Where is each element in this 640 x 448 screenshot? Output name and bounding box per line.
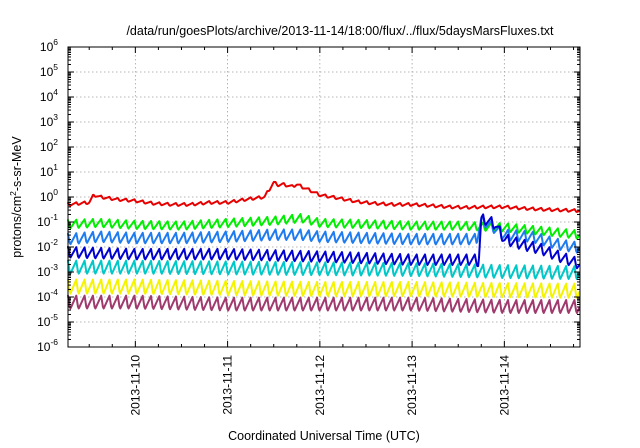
y-tick-label: 102 [40, 137, 58, 154]
y-tick-base: 10 [40, 115, 54, 129]
y-tick-base: 10 [37, 265, 51, 279]
y-tick-label: 10-6 [37, 337, 58, 354]
y-tick-label: 10-4 [37, 287, 58, 304]
y-tick-label: 105 [40, 62, 58, 79]
chart-title: /data/run/goesPlots/archive/2013-11-14/1… [126, 24, 554, 38]
series-line-2 [67, 213, 581, 240]
y-tick-exponent: 3 [53, 112, 58, 122]
x-axis-ticks: 2013-11-10 2013-11-11 2013-11-12 2013-11-13… [88, 47, 575, 416]
y-axis-label: protons/cm2-s-sr-MeV [8, 136, 24, 258]
y-tick-base: 10 [37, 290, 51, 304]
y-tick-base: 10 [37, 240, 51, 254]
y-tick-label: 104 [40, 87, 58, 104]
y-tick-label: 100 [40, 187, 58, 204]
y-tick-label: 10-5 [37, 312, 58, 329]
x-tick-label: 2013-11-11 [221, 355, 235, 415]
y-tick-exponent: -3 [50, 262, 58, 272]
series-group [67, 180, 581, 314]
series-line-1 [67, 180, 581, 214]
y-tick-exponent: -4 [50, 287, 58, 297]
y-tick-base: 10 [40, 140, 54, 154]
series-line-5 [67, 259, 581, 281]
y-tick-exponent: -6 [50, 337, 58, 347]
y-axis-ticks: 10-610-510-410-310-210-11001011021031041… [37, 37, 580, 354]
y-tick-exponent: 4 [53, 87, 58, 97]
y-tick-base: 10 [40, 40, 54, 54]
x-tick-label: 2013-11-14 [497, 355, 511, 416]
y-tick-base: 10 [37, 340, 51, 354]
y-tick-exponent: 5 [53, 62, 58, 72]
y-tick-label: 103 [40, 112, 58, 129]
y-tick-exponent: -2 [50, 237, 58, 247]
y-tick-exponent: -5 [50, 312, 58, 322]
y-tick-label: 10-2 [37, 237, 58, 254]
series-line-4 [67, 213, 581, 270]
series-line-6 [67, 278, 581, 299]
y-tick-base: 10 [37, 315, 51, 329]
x-tick-label: 2013-11-12 [313, 355, 327, 416]
y-axis-label-superscript: 2 [8, 191, 18, 196]
series-line-3 [67, 214, 581, 254]
y-tick-exponent: 2 [53, 137, 58, 147]
y-tick-exponent: 0 [53, 187, 58, 197]
y-tick-exponent: -1 [50, 212, 58, 222]
y-tick-label: 10-3 [37, 262, 58, 279]
y-tick-label: 101 [40, 162, 58, 179]
y-tick-label: 106 [40, 37, 58, 54]
y-tick-base: 10 [40, 65, 54, 79]
y-tick-base: 10 [40, 165, 54, 179]
y-tick-base: 10 [40, 90, 54, 104]
y-tick-base: 10 [37, 215, 51, 229]
x-tick-label: 2013-11-10 [128, 355, 142, 416]
y-tick-exponent: 1 [53, 162, 58, 172]
series-line-7 [67, 294, 581, 314]
y-tick-exponent: 6 [53, 37, 58, 47]
y-tick-label: 10-1 [37, 212, 58, 229]
y-axis-label-rest: -s-sr-MeV [10, 136, 24, 192]
x-axis-label: Coordinated Universal Time (UTC) [228, 429, 420, 443]
y-axis-label-main: protons/cm [10, 196, 24, 258]
x-tick-label: 2013-11-13 [405, 355, 419, 416]
y-tick-base: 10 [40, 190, 54, 204]
